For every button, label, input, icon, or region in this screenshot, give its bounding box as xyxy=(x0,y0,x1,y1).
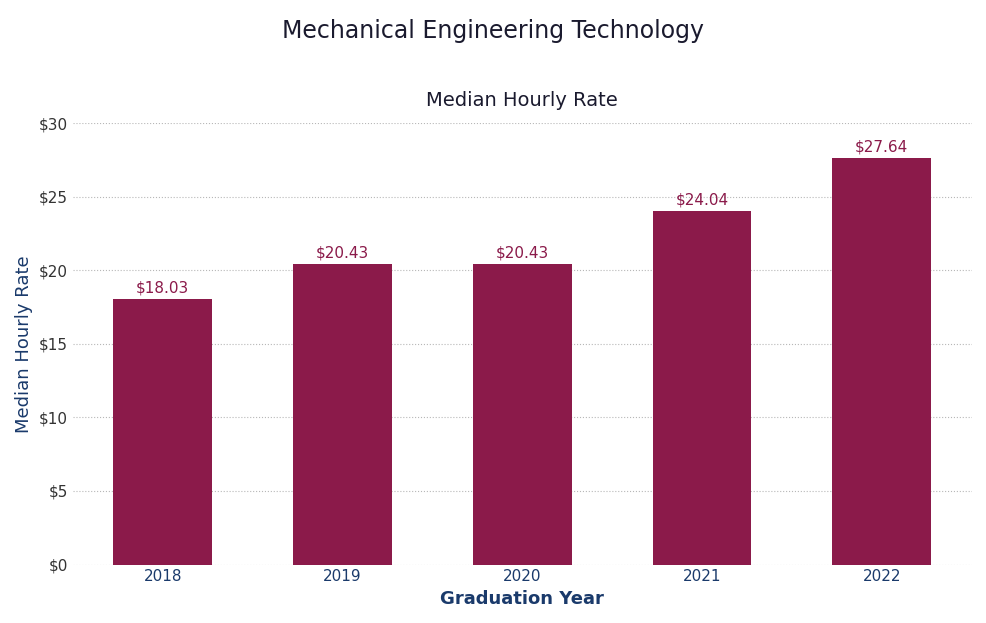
Text: $27.64: $27.64 xyxy=(854,139,907,154)
X-axis label: Graduation Year: Graduation Year xyxy=(440,590,603,608)
Bar xyxy=(652,211,750,564)
Text: $18.03: $18.03 xyxy=(136,280,189,295)
Y-axis label: Median Hourly Rate: Median Hourly Rate xyxy=(15,255,33,432)
Title: Median Hourly Rate: Median Hourly Rate xyxy=(426,92,617,110)
Text: $20.43: $20.43 xyxy=(495,245,548,260)
Text: $20.43: $20.43 xyxy=(316,245,369,260)
Bar xyxy=(472,264,571,564)
Bar xyxy=(113,299,212,564)
Text: $24.04: $24.04 xyxy=(674,192,728,207)
Bar xyxy=(831,158,930,564)
Bar xyxy=(293,264,391,564)
Text: Mechanical Engineering Technology: Mechanical Engineering Technology xyxy=(282,19,704,43)
